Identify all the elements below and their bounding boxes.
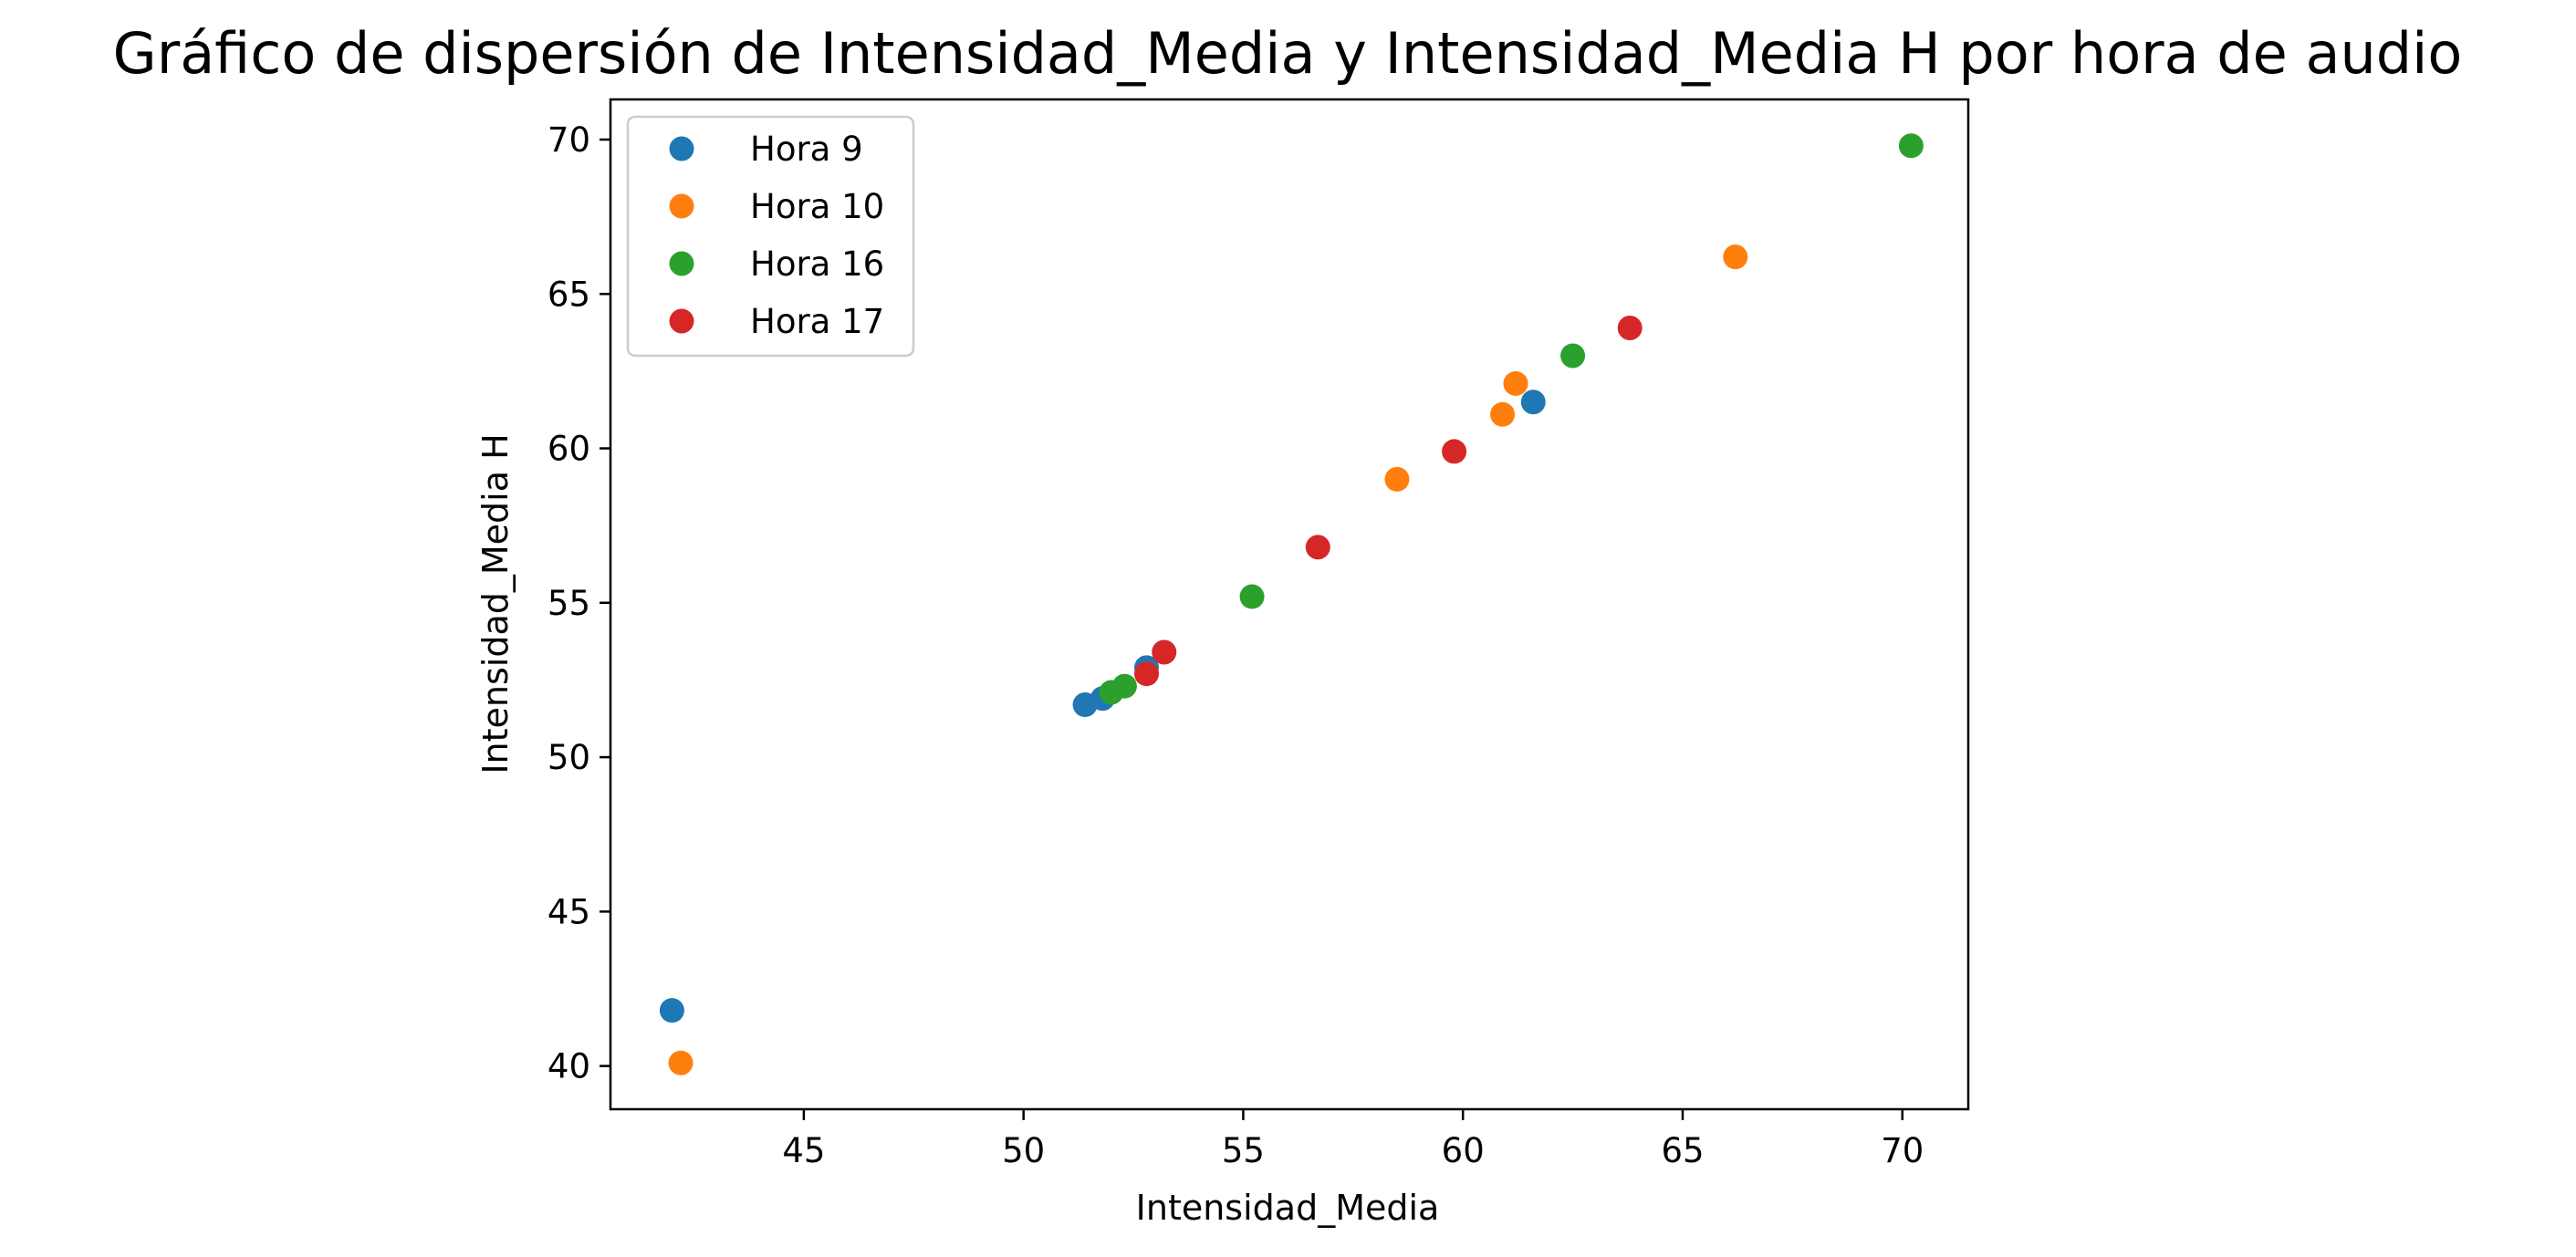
x-tick-label: 55 (1222, 1131, 1265, 1170)
scatter-point-hora-2 (1898, 133, 1924, 159)
legend-label: Hora 10 (750, 187, 884, 226)
scatter-point-hora-1 (1503, 370, 1528, 396)
scatter-point-hora-1 (668, 1050, 694, 1075)
legend-marker (669, 308, 694, 334)
points-layer (659, 133, 1924, 1075)
x-tick-label: 65 (1661, 1131, 1704, 1170)
legend-label: Hora 16 (750, 244, 884, 284)
scatter-point-hora-2 (1111, 673, 1137, 699)
y-tick-label: 40 (548, 1047, 590, 1086)
x-axis-label: Intensidad_Media (1136, 1188, 1440, 1228)
legend-marker (669, 251, 694, 276)
y-tick-label: 65 (548, 275, 590, 314)
y-axis-label: Intensidad_Media H (475, 433, 516, 774)
x-tick-label: 60 (1442, 1131, 1485, 1170)
scatter-point-hora-3 (1442, 439, 1467, 464)
scatter-point-hora-3 (1133, 661, 1159, 687)
y-tick-label: 50 (548, 738, 590, 777)
scatter-point-hora-0 (659, 998, 684, 1023)
x-axis-ticks: 45 50 55 60 65 70 (782, 1109, 1924, 1170)
y-tick-label: 55 (548, 584, 590, 623)
y-tick-label: 60 (548, 430, 590, 469)
scatter-point-hora-3 (1152, 639, 1177, 665)
chart-title: Gráfico de dispersión de Intensidad_Medi… (113, 20, 2463, 87)
legend-box (626, 115, 915, 358)
y-tick-label: 45 (548, 892, 590, 931)
x-tick-label: 45 (782, 1131, 825, 1170)
plot-frame (609, 98, 1970, 1111)
x-tick-label: 50 (1002, 1131, 1045, 1170)
scatter-point-hora-3 (1305, 535, 1330, 560)
y-axis-ticks: 40 45 50 55 60 65 70 (548, 120, 610, 1086)
scatter-point-hora-2 (1560, 343, 1586, 369)
legend-label: Hora 9 (750, 130, 863, 169)
legend-label: Hora 17 (750, 302, 884, 341)
scatter-point-hora-2 (1239, 584, 1265, 609)
scatter-point-hora-1 (1723, 244, 1748, 270)
legend: Hora 9 Hora 10 Hora 16 Hora 17 (626, 115, 915, 358)
scatter-point-hora-1 (1384, 466, 1410, 492)
legend-marker (669, 193, 694, 219)
scatter-point-hora-1 (1490, 401, 1516, 427)
scatter-point-hora-3 (1617, 316, 1643, 341)
scatter-point-hora-0 (1520, 390, 1546, 415)
x-tick-label: 70 (1881, 1131, 1924, 1170)
y-tick-label: 70 (548, 120, 590, 160)
legend-marker (669, 136, 694, 161)
